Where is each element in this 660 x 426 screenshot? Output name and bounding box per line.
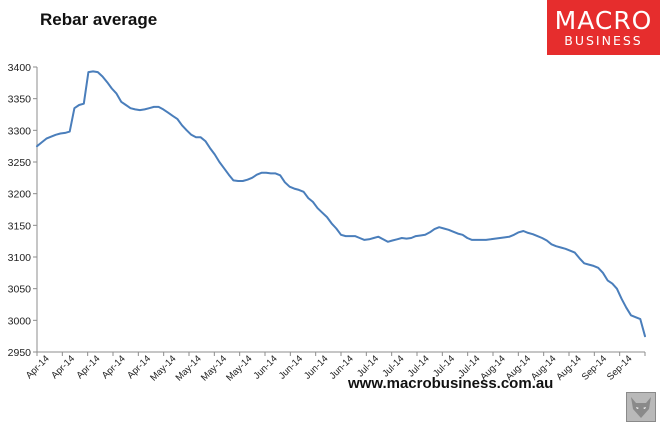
x-tick-label: May-14 <box>148 353 178 383</box>
y-tick-label: 3000 <box>8 315 32 327</box>
y-tick-label: 3150 <box>8 220 32 232</box>
y-tick-label: 3050 <box>8 284 32 296</box>
x-tick-label: May-14 <box>224 353 254 383</box>
chart-title: Rebar average <box>40 10 158 29</box>
y-tick-label: 3350 <box>8 94 32 106</box>
x-tick-label: Apr-14 <box>49 353 77 381</box>
x-tick-label: May-14 <box>199 353 229 383</box>
x-tick-label: Jun-14 <box>302 353 330 381</box>
footer-url: www.macrobusiness.com.au <box>348 375 554 392</box>
y-tick-label: 3250 <box>8 157 32 169</box>
x-tick-label: Sep-14 <box>580 353 609 382</box>
logo-line-business: BUSINESS <box>564 33 643 48</box>
x-tick-label: Apr-14 <box>100 353 128 381</box>
x-tick-label: Sep-14 <box>605 353 634 382</box>
x-tick-label: Aug-14 <box>554 353 583 382</box>
logo-line-macro: MACRO <box>554 6 653 35</box>
y-tick-label: 3100 <box>8 252 32 264</box>
x-tick-label: Jun-14 <box>277 353 305 381</box>
fox-icon <box>626 392 656 422</box>
series-line-rebar-average <box>36 70 646 338</box>
y-tick-label: 3400 <box>8 62 32 74</box>
x-tick-label: Apr-14 <box>75 353 103 381</box>
y-tick-label: 3200 <box>8 189 32 201</box>
y-tick-label: 3300 <box>8 125 32 137</box>
x-tick-label: May-14 <box>174 353 204 383</box>
macrobusiness-logo: MACRO BUSINESS <box>547 0 660 55</box>
y-tick-label: 2950 <box>8 347 32 359</box>
x-tick-label: Jun-14 <box>251 353 279 381</box>
